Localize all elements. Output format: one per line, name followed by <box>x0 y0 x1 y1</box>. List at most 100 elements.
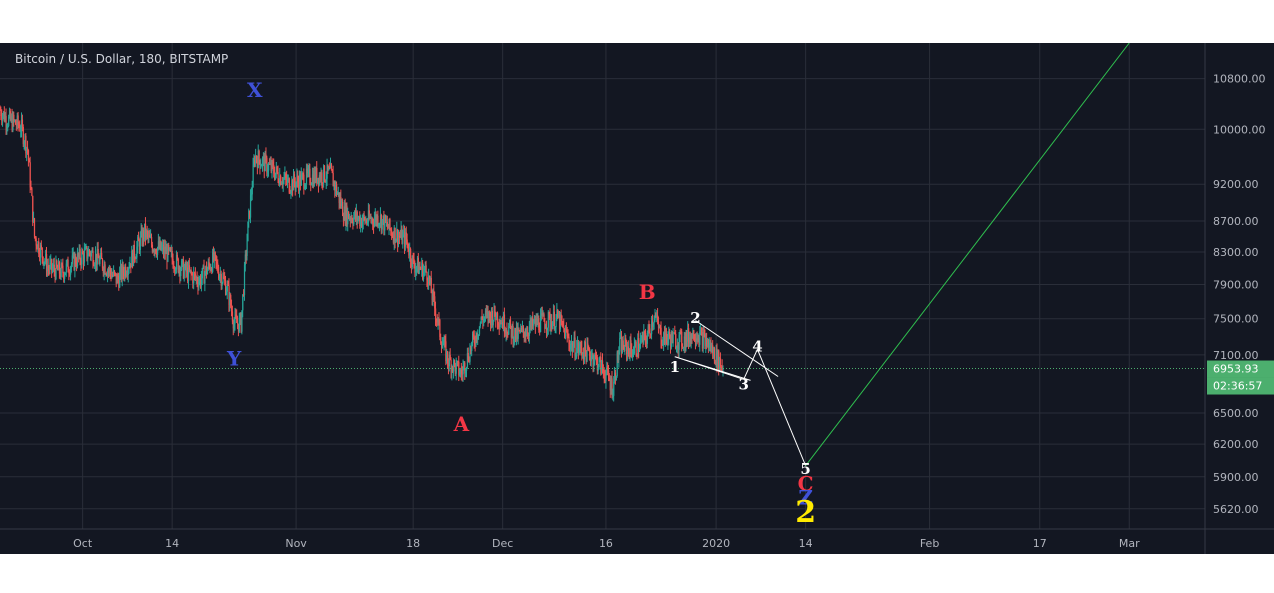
candle-body <box>140 230 142 236</box>
candle-body <box>264 154 266 172</box>
candle-body <box>2 111 5 116</box>
candle-body <box>52 268 54 271</box>
candle-body <box>639 348 641 352</box>
candle-body <box>10 116 12 121</box>
candle-body <box>64 274 66 279</box>
candle-body <box>493 306 495 320</box>
candle-body <box>137 237 139 247</box>
candle-body <box>104 264 106 275</box>
candle-body <box>550 321 552 328</box>
candle-body <box>249 210 251 218</box>
candle-body <box>522 326 525 332</box>
last-price-tag <box>1207 360 1274 378</box>
candle-body <box>639 340 642 349</box>
candle-body <box>449 354 451 360</box>
candle-body <box>299 174 302 186</box>
candle-body <box>507 333 509 335</box>
candle-body <box>126 274 128 276</box>
candle-body <box>608 378 611 381</box>
candle-body <box>164 246 166 255</box>
candle-body <box>471 342 473 351</box>
candle-body <box>190 269 192 274</box>
candle-body <box>476 332 478 340</box>
candle-body <box>385 221 388 223</box>
y-tick-label: 9200.00 <box>1213 178 1259 191</box>
candle-body <box>324 180 327 182</box>
candle-body <box>0 110 2 117</box>
candle-body <box>695 338 698 342</box>
candle-body <box>292 180 294 191</box>
candle-body <box>189 269 191 271</box>
candle-body <box>718 350 720 371</box>
candle-body <box>300 174 302 186</box>
x-tick-label: 18 <box>406 537 420 550</box>
candle-body <box>308 168 310 170</box>
candle-body <box>683 336 685 347</box>
candle-body <box>40 245 43 248</box>
candle-body <box>12 114 14 131</box>
wave-label: B <box>639 280 656 304</box>
candle-body <box>521 328 523 330</box>
candle-body <box>23 143 25 145</box>
candle-body <box>222 276 224 283</box>
candle-body <box>341 201 343 207</box>
candle-body <box>637 338 639 357</box>
candle-body <box>9 111 12 121</box>
candle-body <box>89 250 91 253</box>
candle-body <box>153 250 155 253</box>
candle-body <box>435 308 437 320</box>
candle-body <box>503 314 506 333</box>
candle-body <box>144 223 147 238</box>
candle-body <box>269 162 271 165</box>
candle-body <box>710 342 712 353</box>
candle-body <box>244 254 247 265</box>
candle-body <box>461 373 463 375</box>
candle-body <box>564 328 567 339</box>
candle-body <box>478 334 480 337</box>
candle-body <box>470 348 472 351</box>
candle-body <box>534 318 536 322</box>
candle-body <box>226 284 228 292</box>
candle-body <box>535 317 537 327</box>
candle-body <box>349 217 352 221</box>
candle-body <box>118 279 120 288</box>
wave-label: Z <box>798 485 813 509</box>
candle-body <box>699 331 701 345</box>
candle-body <box>551 321 553 330</box>
candle-body <box>184 263 186 269</box>
candle-body <box>75 256 77 265</box>
candle-body <box>679 331 681 335</box>
candle-body <box>483 318 485 323</box>
candle-body <box>534 318 537 327</box>
candle-body <box>83 249 86 263</box>
candle-body <box>423 268 426 271</box>
candle-body <box>334 181 336 191</box>
last-price-value: 6953.93 <box>1213 363 1259 376</box>
candle-body <box>439 319 441 338</box>
candle-body <box>458 361 460 376</box>
candle-body <box>396 229 398 240</box>
candle-body <box>694 340 697 342</box>
candle-body <box>549 314 551 328</box>
y-tick-label: 5620.00 <box>1213 503 1259 516</box>
candle-body <box>105 274 107 276</box>
candle-body <box>202 265 204 269</box>
price-chart[interactable]: 10800.00 10000.00 9200.00 8700.00 8300.00 790… <box>0 43 1274 554</box>
candle-body <box>687 328 689 342</box>
candle-body <box>488 311 490 321</box>
candle-body <box>574 337 576 357</box>
candle-body <box>504 332 506 334</box>
candle-body <box>393 227 395 243</box>
wave-projection-line <box>743 349 758 380</box>
candle-body <box>391 235 394 237</box>
candle-body <box>575 356 577 358</box>
candle-body <box>182 259 185 279</box>
y-tick-label: 10000.00 <box>1213 123 1266 136</box>
candle-body <box>178 267 180 272</box>
candle-body <box>521 326 524 329</box>
candle-body <box>158 241 160 249</box>
candle-body <box>399 236 401 238</box>
candle-body <box>577 342 579 348</box>
candle-body <box>596 357 599 371</box>
chart-panel[interactable] <box>0 43 1274 554</box>
